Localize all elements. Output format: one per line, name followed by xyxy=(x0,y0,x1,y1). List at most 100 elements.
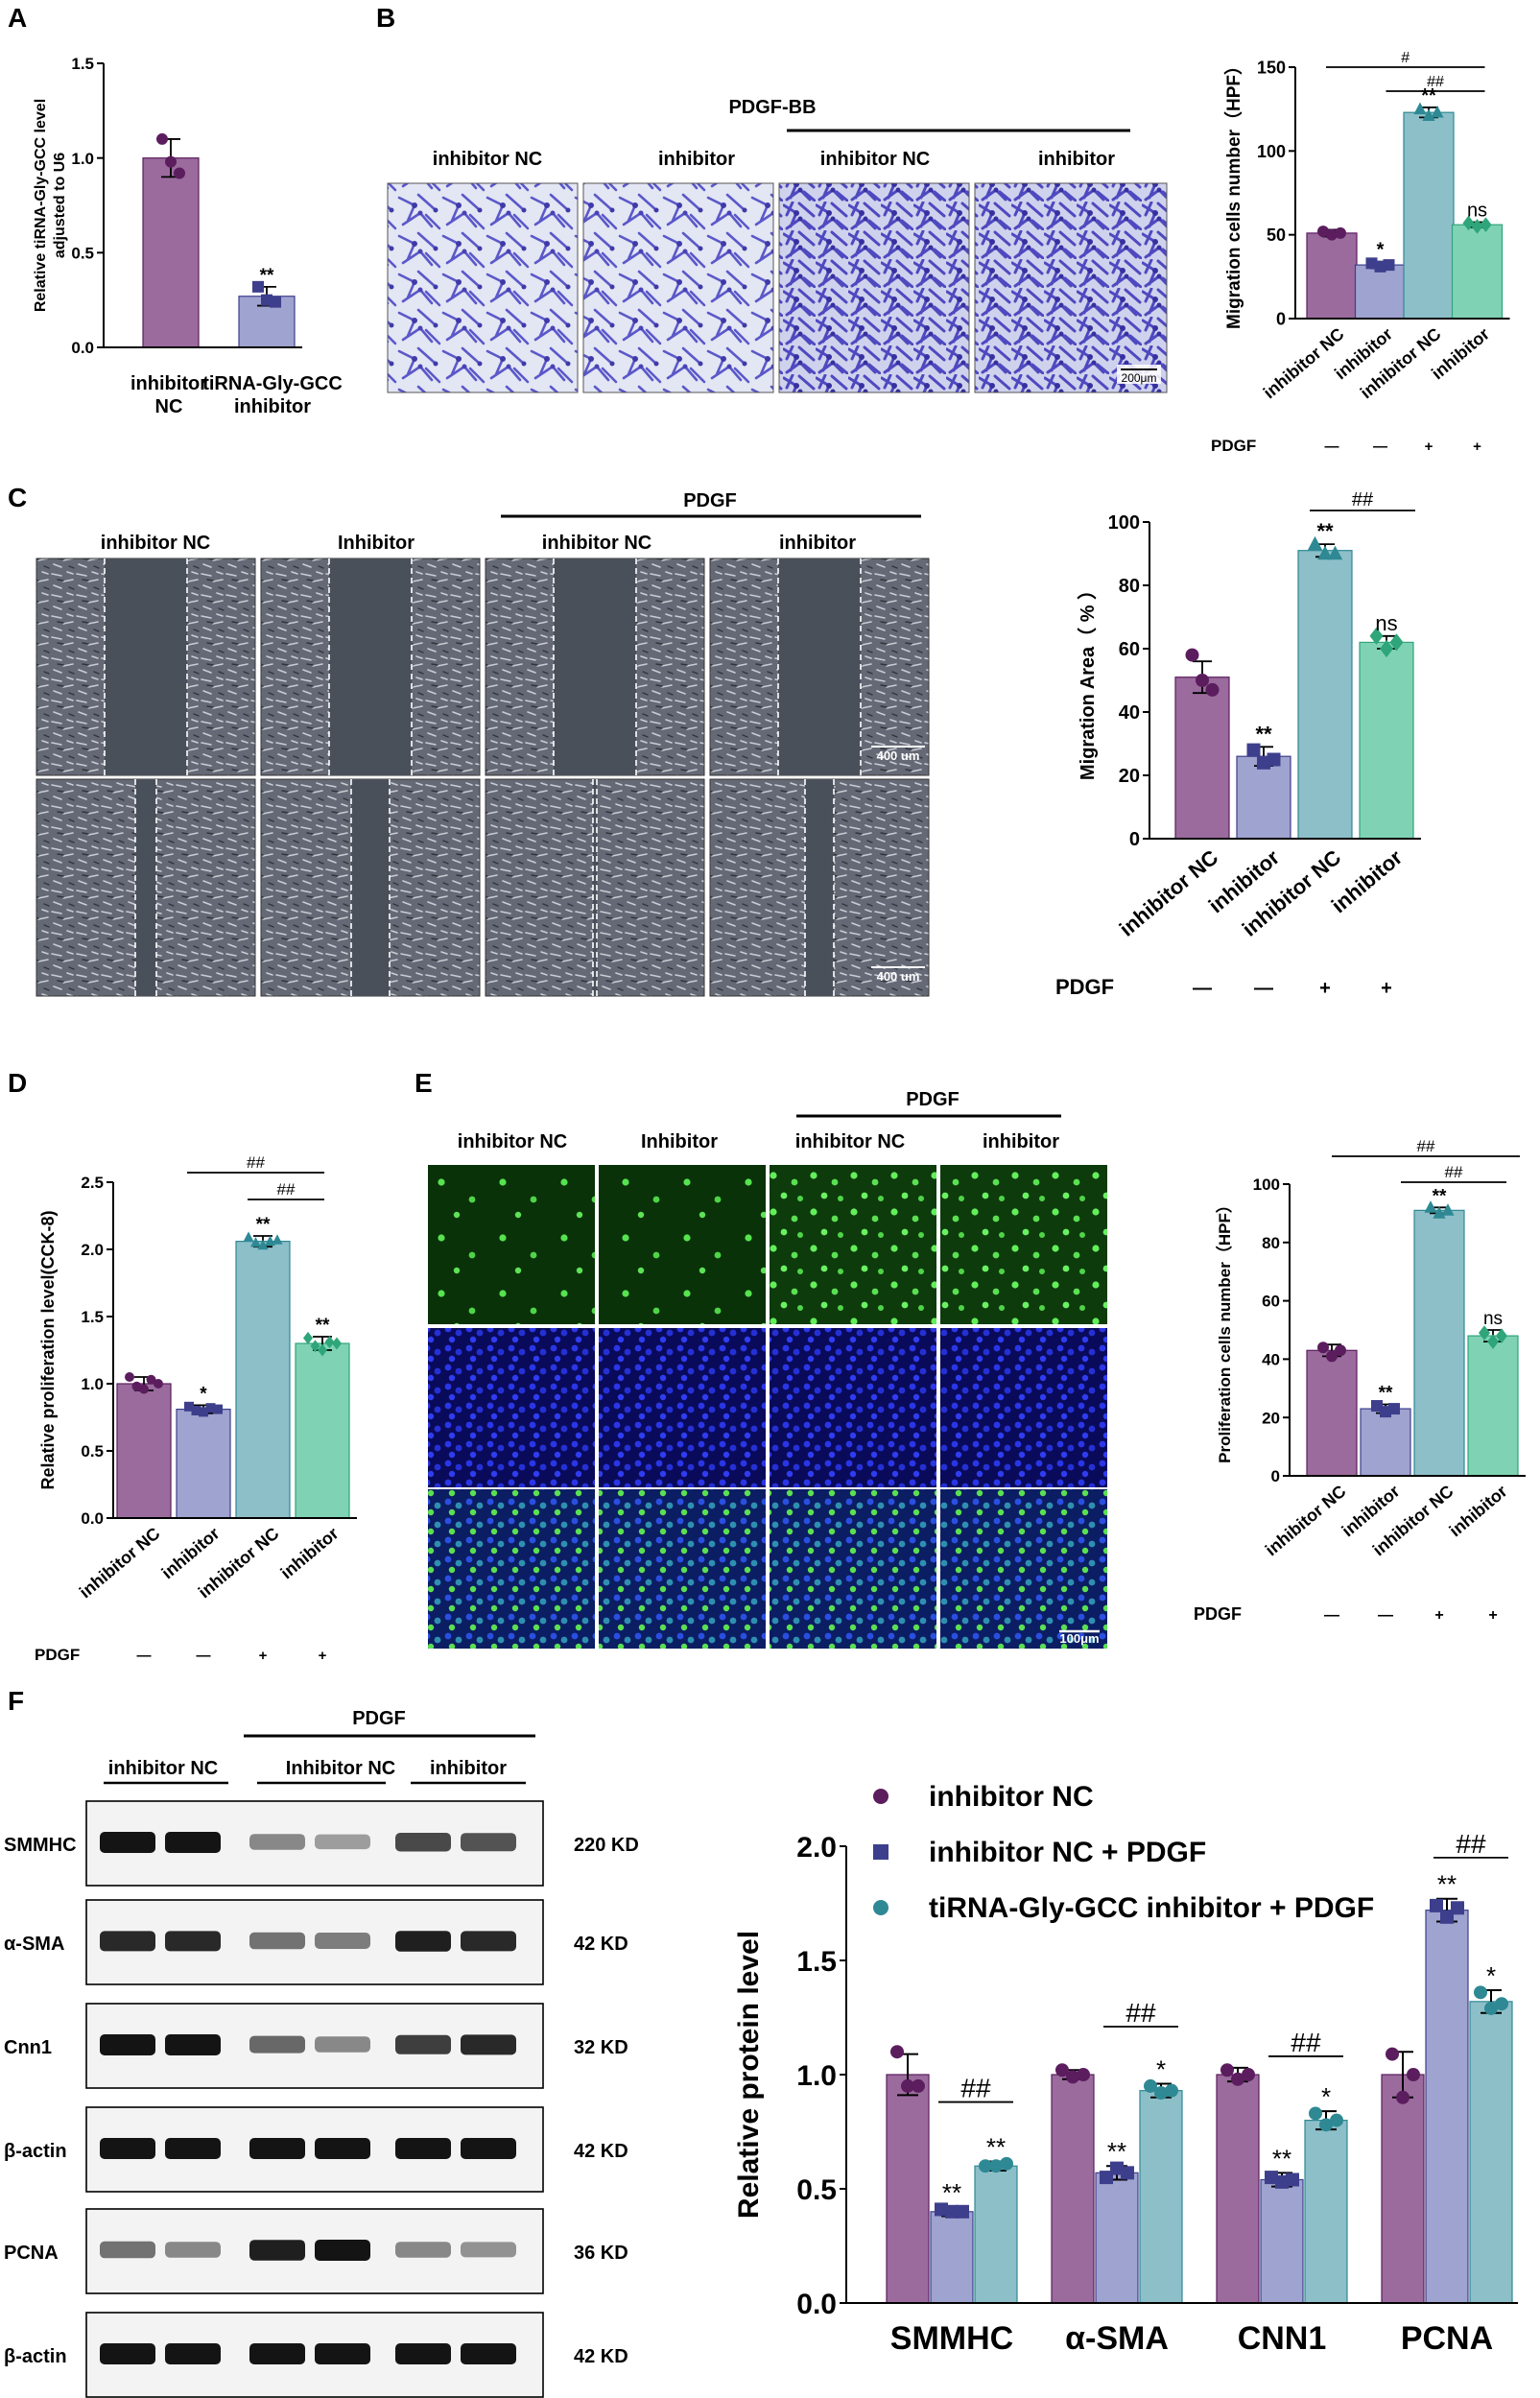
panel-f-group-label-3: inhibitor xyxy=(430,1758,507,1779)
panel-e-image-label-2: Inhibitor xyxy=(641,1131,718,1152)
blot-kd-label: 42 KD xyxy=(574,2141,628,2162)
significance-label: ** xyxy=(1433,1186,1447,1206)
panel-b-image-2 xyxy=(582,182,774,393)
y-tick-label: 20 xyxy=(1119,766,1140,787)
data-point xyxy=(1307,535,1323,551)
significance-bracket-label: ## xyxy=(960,2074,991,2103)
bar xyxy=(1403,111,1455,320)
blot-kd-label: 36 KD xyxy=(574,2243,628,2264)
y-tick-label: 150 xyxy=(1257,58,1286,77)
data-point xyxy=(1484,2001,1498,2015)
significance-bracket-label: ## xyxy=(1291,2028,1321,2057)
pdgf-row-value: — xyxy=(1325,439,1339,455)
pdgf-row-label: PDGF xyxy=(1055,975,1114,999)
pdgf-row-value: — xyxy=(137,1648,152,1664)
data-point xyxy=(1185,648,1199,662)
data-point xyxy=(257,1239,269,1250)
significance-label: ** xyxy=(1316,519,1334,543)
panel-c-treatment-label: PDGF xyxy=(683,490,737,511)
blot-band xyxy=(315,2138,370,2159)
y-tick-label: 0.0 xyxy=(71,339,94,357)
bar xyxy=(1451,224,1504,320)
data-point xyxy=(1154,2086,1168,2101)
bar xyxy=(1095,2172,1139,2304)
bar xyxy=(1139,2090,1183,2304)
y-tick-label: 2.0 xyxy=(81,1241,104,1259)
x-tick-label: inhibitor NC xyxy=(76,1524,164,1603)
data-point xyxy=(243,1231,254,1242)
chart-d: 0.0 0.5 1.0 1.5 2.0 2.5 Relative proliferation… xyxy=(35,1153,357,1664)
bar xyxy=(116,1383,172,1519)
data-point xyxy=(1242,2068,1255,2081)
data-point xyxy=(1066,2070,1079,2084)
pdgf-row-value: — xyxy=(1378,1607,1393,1624)
panel-e-image-label-3: inhibitor NC xyxy=(795,1131,905,1152)
blot-band xyxy=(461,1833,516,1852)
data-point xyxy=(1327,545,1343,560)
significance-bracket-label: ## xyxy=(1445,1163,1463,1181)
y-tick-label: 40 xyxy=(1119,702,1140,724)
y-axis-label: Relative proliferation level(CCK-8) xyxy=(38,1210,58,1489)
data-point xyxy=(1077,2068,1090,2081)
y-tick-label: 0 xyxy=(1271,1467,1280,1485)
data-point xyxy=(945,2204,959,2219)
data-point xyxy=(1496,1328,1507,1343)
significance-label: ** xyxy=(1107,2137,1126,2166)
panel-c-image-grid: 400 um 400 um xyxy=(36,558,930,997)
data-point xyxy=(252,280,264,293)
blot-kd-label: 42 KD xyxy=(574,1934,628,1955)
pdgf-row-label: PDGF xyxy=(1211,437,1256,455)
bar xyxy=(1467,1335,1519,1477)
blot-band xyxy=(249,1834,305,1850)
blot-protein-label: PCNA xyxy=(4,2243,59,2264)
data-point xyxy=(979,2159,992,2173)
blot-band xyxy=(461,2242,516,2258)
scratch-gap xyxy=(351,779,390,996)
blot-band xyxy=(249,1932,305,1950)
data-point xyxy=(956,2204,969,2219)
y-tick-label: 100 xyxy=(1253,1175,1280,1194)
panel-c-image-label-3: inhibitor NC xyxy=(542,533,652,554)
scratch-gap xyxy=(329,558,412,775)
bar xyxy=(1297,550,1353,840)
blot-band xyxy=(461,1931,516,1952)
fluorescence-image xyxy=(599,1489,766,1649)
y-tick-label: 1.5 xyxy=(71,55,94,73)
legend-marker xyxy=(873,1844,888,1860)
data-point xyxy=(1220,2063,1234,2077)
data-point xyxy=(1380,639,1393,658)
blot-band xyxy=(315,2240,370,2261)
blot-band xyxy=(100,1931,155,1952)
data-point xyxy=(139,1384,149,1394)
panel-b-image-label-3: inhibitor NC xyxy=(820,149,930,170)
panel-b-image-1 xyxy=(387,182,579,393)
data-point xyxy=(250,1237,261,1247)
data-point xyxy=(1479,1325,1490,1341)
data-point xyxy=(1326,228,1338,241)
panel-label-a: A xyxy=(8,3,27,33)
panel-e-treatment-label: PDGF xyxy=(906,1089,960,1110)
significance-bracket-label: ## xyxy=(1352,489,1374,510)
bar xyxy=(1469,2001,1513,2304)
x-tick-label: inhibitor xyxy=(234,396,311,417)
significance-bracket-label: # xyxy=(1401,50,1410,66)
legend-label: inhibitor NC + PDGF xyxy=(929,1837,1206,1868)
data-point xyxy=(1462,215,1475,231)
data-point xyxy=(1317,545,1333,560)
data-point xyxy=(1309,2106,1322,2121)
fluorescence-image xyxy=(940,1165,1107,1324)
x-tick-label: inhibitor xyxy=(277,1524,343,1583)
y-tick-label: 80 xyxy=(1262,1234,1280,1252)
fluorescence-image xyxy=(940,1489,1107,1649)
pdgf-row-value: — xyxy=(1254,978,1273,999)
significance-label: ns xyxy=(1483,1309,1503,1329)
data-point xyxy=(912,2078,925,2093)
data-point xyxy=(901,2078,914,2093)
significance-label: * xyxy=(1156,2055,1166,2084)
y-tick-label: 0 xyxy=(1276,309,1286,328)
y-tick-label: 1.5 xyxy=(796,1946,837,1978)
pdgf-row-value: — xyxy=(1324,1607,1339,1624)
x-tick-label: α-SMA xyxy=(1065,2320,1169,2357)
y-tick-label: 1.0 xyxy=(796,2060,837,2092)
